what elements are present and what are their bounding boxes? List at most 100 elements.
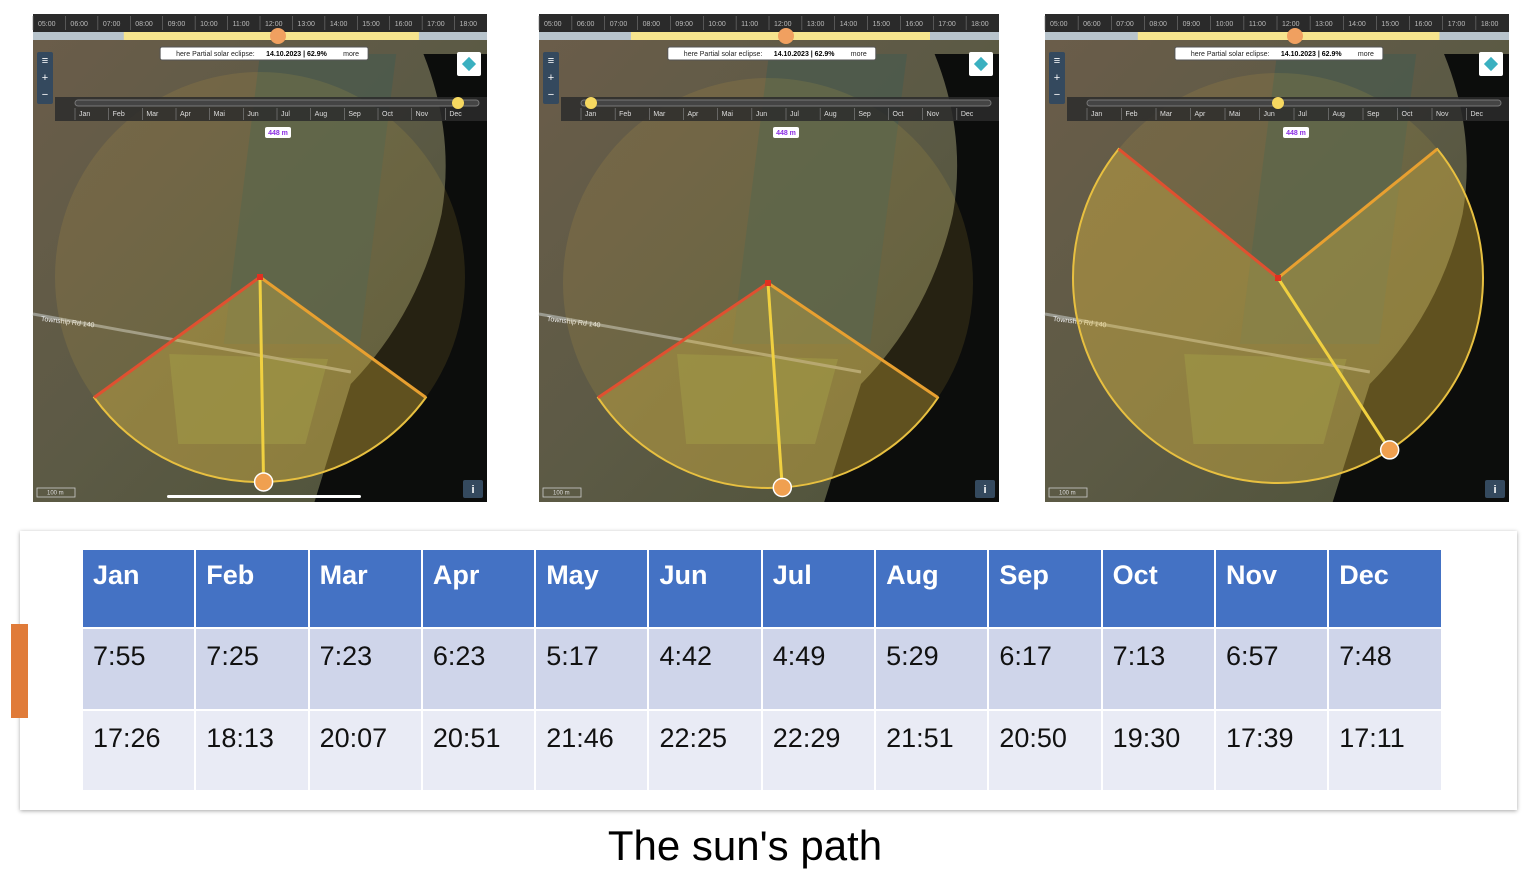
hour-label: 17:00 [938, 21, 956, 28]
control-icon[interactable]: ≡ [548, 55, 554, 67]
hour-label: 16:00 [395, 21, 413, 28]
eclipse-more[interactable]: more [343, 51, 359, 58]
month-track [74, 99, 480, 107]
control-icon[interactable]: + [548, 72, 554, 84]
table-cell: 22:25 [649, 711, 761, 790]
control-icon[interactable]: + [42, 72, 48, 84]
hour-label: 15:00 [362, 21, 380, 28]
info-label[interactable]: i [983, 484, 986, 496]
field [223, 54, 397, 344]
table-cell: 7:48 [1329, 629, 1441, 709]
table-cell: Apr [422, 550, 535, 627]
control-icon[interactable]: ≡ [1054, 55, 1060, 67]
sunset-line [93, 275, 261, 399]
hour-label: 17:00 [427, 21, 445, 28]
time-slider[interactable] [778, 28, 794, 44]
sun-marker [253, 472, 274, 492]
hour-label: 11:00 [741, 21, 758, 28]
map-controls[interactable] [1049, 52, 1065, 104]
distance-label: 448 m [268, 130, 288, 137]
table-cell: 7:13 [1102, 629, 1214, 709]
eclipse-more[interactable]: more [851, 51, 867, 58]
time-slider[interactable] [270, 28, 286, 44]
eclipse-banner[interactable] [1174, 46, 1384, 61]
table-cell: 4:49 [762, 629, 875, 709]
control-icon[interactable]: − [42, 89, 48, 101]
water [824, 54, 999, 502]
month-label: Jun [247, 111, 258, 118]
hour-label: 05:00 [1050, 21, 1068, 28]
layers-icon [973, 56, 989, 72]
hour-label: 09:00 [1183, 21, 1201, 28]
table-cell: Jan [83, 550, 195, 627]
sunrise-line [259, 275, 427, 399]
table-cell: May [536, 550, 648, 627]
hour-label: 05:00 [544, 21, 562, 28]
sun-line [766, 282, 784, 488]
hour-label: 17:00 [1448, 21, 1466, 28]
month-label: Jun [1264, 111, 1275, 118]
month-label: Mar [146, 111, 159, 118]
control-icon[interactable]: − [548, 89, 554, 101]
table-cell: Aug [876, 550, 988, 627]
month-label: Jan [79, 111, 90, 118]
hour-label: 08:00 [643, 21, 661, 28]
month-label: Apr [1195, 111, 1207, 118]
sunset-line [1117, 147, 1279, 280]
month-label: Jul [1298, 111, 1307, 118]
month-slider[interactable] [1272, 97, 1284, 109]
hour-label: 14:00 [1348, 21, 1366, 28]
month-slider[interactable] [452, 97, 464, 109]
info-label[interactable]: i [471, 484, 474, 496]
sun-line [258, 276, 266, 482]
map-controls[interactable] [543, 52, 559, 104]
month-label: Jan [585, 111, 596, 118]
month-label: Aug [824, 111, 837, 118]
eclipse-text: here Partial solar eclipse: [176, 51, 255, 58]
control-icon[interactable]: + [1054, 72, 1060, 84]
road [538, 312, 862, 374]
eclipse-date: 14.10.2023 | 62.9% [774, 51, 836, 58]
month-label: Feb [619, 111, 631, 118]
month-label: Dec [449, 111, 462, 118]
hour-label: 06:00 [577, 21, 595, 28]
location-marker [1275, 275, 1281, 281]
eclipse-text: here Partial solar eclipse: [1191, 51, 1270, 58]
month-slider[interactable] [585, 97, 597, 109]
table-cell: 18:13 [196, 711, 308, 790]
sunrise-line [767, 281, 939, 399]
time-slider[interactable] [1287, 28, 1303, 44]
table-cell: 20:51 [422, 711, 535, 790]
month-label: Nov [927, 111, 940, 118]
hour-label: 07:00 [1116, 21, 1134, 28]
sun-marker [1379, 440, 1400, 460]
control-icon[interactable]: ≡ [42, 55, 48, 67]
info-button[interactable] [1485, 480, 1505, 498]
month-label: Jan [1091, 111, 1102, 118]
road [32, 312, 352, 374]
hour-label: 12:00 [1282, 21, 1300, 28]
info-button[interactable] [463, 480, 483, 498]
month-label: Sep [348, 111, 361, 118]
hour-label: 11:00 [1249, 21, 1266, 28]
eclipse-banner[interactable] [667, 46, 877, 61]
control-icon[interactable]: − [1054, 89, 1060, 101]
hour-label: 12:00 [265, 21, 283, 28]
table-cell: Dec [1329, 550, 1441, 627]
table-cell: 4:42 [649, 629, 761, 709]
month-label: Jul [790, 111, 799, 118]
scale-bar [542, 487, 582, 498]
info-label[interactable]: i [1493, 484, 1496, 496]
hour-label: 10:00 [708, 21, 726, 28]
table-cell: 7:25 [196, 629, 308, 709]
map-controls[interactable] [37, 52, 53, 104]
eclipse-banner[interactable] [159, 46, 369, 61]
info-button[interactable] [975, 480, 995, 498]
hour-label: 15:00 [1381, 21, 1399, 28]
hour-label: 15:00 [873, 21, 891, 28]
month-label: Mar [653, 111, 666, 118]
eclipse-more[interactable]: more [1358, 51, 1374, 58]
